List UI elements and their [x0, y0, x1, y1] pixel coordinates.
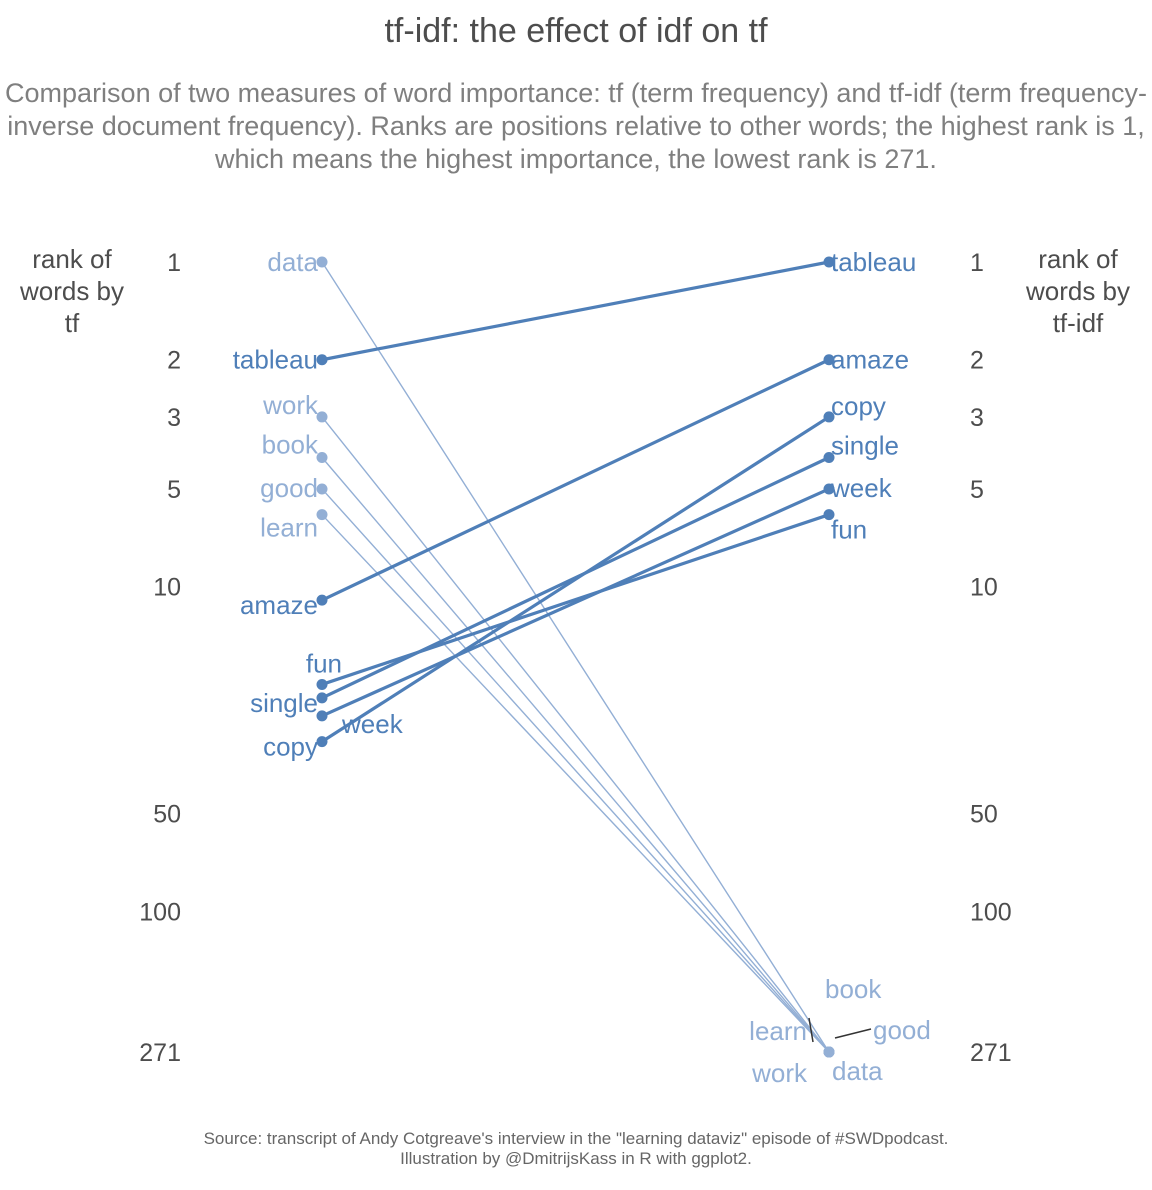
right-axis-title: rank of words by tf-idf	[1025, 244, 1130, 338]
right-tick-label: 50	[970, 801, 998, 829]
point-tf-week	[316, 710, 328, 722]
chart-title: tf-idf: the effect of idf on tf	[384, 12, 768, 50]
right-tick-label: 10	[970, 574, 998, 602]
label-tf-tableau: tableau	[233, 345, 318, 375]
label-tfidf-single: single	[831, 430, 899, 460]
point-tf-tableau	[316, 354, 328, 366]
right-tick-label: 5	[970, 476, 984, 504]
chart-subtitle: Comparison of two measures of word impor…	[5, 78, 1147, 174]
right-tick-label: 3	[970, 404, 984, 432]
label-tfidf-amaze: amaze	[831, 345, 909, 375]
label-tf-learn: learn	[260, 513, 318, 543]
label-leader-book	[808, 1017, 814, 1043]
label-tf-data: data	[267, 247, 318, 277]
label-tf-book: book	[262, 429, 319, 459]
slope-line-fun	[320, 513, 831, 687]
right-tick-label: 2	[970, 347, 984, 375]
left-tick-label: 2	[167, 347, 181, 375]
point-tf-data	[316, 256, 328, 268]
left-tick-label: 5	[167, 476, 181, 504]
label-tfidf-learn: learn	[749, 1016, 807, 1046]
label-tf-amaze: amaze	[240, 590, 318, 620]
label-tfidf-fun: fun	[831, 515, 867, 545]
label-leader-good	[834, 1028, 872, 1039]
left-tick-label: 3	[167, 404, 181, 432]
slope-line-learn	[321, 513, 830, 1053]
point-tf-fun	[316, 678, 328, 690]
slope-line-book	[321, 456, 830, 1053]
slope-line-week	[320, 487, 831, 718]
label-tfidf-copy: copy	[831, 391, 886, 421]
left-tick-label: 271	[139, 1039, 181, 1067]
point-tf-copy	[316, 736, 328, 748]
left-axis-title: rank of words by tf	[19, 244, 124, 338]
point-tf-good	[316, 483, 328, 495]
left-tick-label: 1	[167, 249, 181, 277]
slope-line-work	[321, 416, 830, 1053]
chart-caption: Source: transcript of Andy Cotgreave's i…	[0, 1129, 1152, 1169]
point-tf-book	[316, 451, 328, 463]
slope-line-tableau	[320, 260, 831, 362]
point-tf-learn	[316, 509, 328, 521]
left-tick-label: 100	[139, 898, 181, 926]
label-tf-fun: fun	[306, 648, 342, 678]
point-tfidf-learn	[823, 1046, 835, 1058]
label-tf-work: work	[262, 390, 319, 420]
point-tfidf-copy	[823, 411, 835, 423]
label-tf-good: good	[260, 473, 318, 503]
left-tick-label: 50	[153, 801, 181, 829]
point-tfidf-single	[823, 451, 835, 463]
caption-line-source: Source: transcript of Andy Cotgreave's i…	[203, 1129, 949, 1148]
slope-line-copy	[320, 415, 831, 744]
slope-line-data	[321, 261, 830, 1053]
point-tfidf-tableau	[823, 256, 835, 268]
label-tf-copy: copy	[263, 732, 318, 762]
label-tfidf-good: good	[873, 1015, 931, 1045]
point-tfidf-fun	[823, 509, 835, 521]
right-tick-label: 271	[970, 1039, 1012, 1067]
label-tfidf-week: week	[830, 473, 893, 503]
right-tick-label: 1	[970, 249, 984, 277]
label-tfidf-tableau: tableau	[831, 247, 916, 277]
label-tfidf-work: work	[751, 1058, 808, 1088]
point-tf-work	[316, 411, 328, 423]
left-tick-label: 10	[153, 574, 181, 602]
label-tf-single: single	[250, 688, 318, 718]
point-tfidf-amaze	[823, 354, 835, 366]
slope-line-good	[321, 488, 830, 1053]
caption-line-credit: Illustration by @DmitrijsKass in R with …	[400, 1149, 752, 1168]
label-tf-week: week	[341, 709, 404, 739]
slope-line-amaze	[320, 358, 831, 602]
point-tf-amaze	[316, 594, 328, 606]
point-tfidf-week	[823, 483, 835, 495]
point-tf-single	[316, 692, 328, 704]
label-tfidf-data: data	[832, 1056, 883, 1086]
label-tfidf-book: book	[825, 974, 882, 1004]
right-tick-label: 100	[970, 898, 1012, 926]
